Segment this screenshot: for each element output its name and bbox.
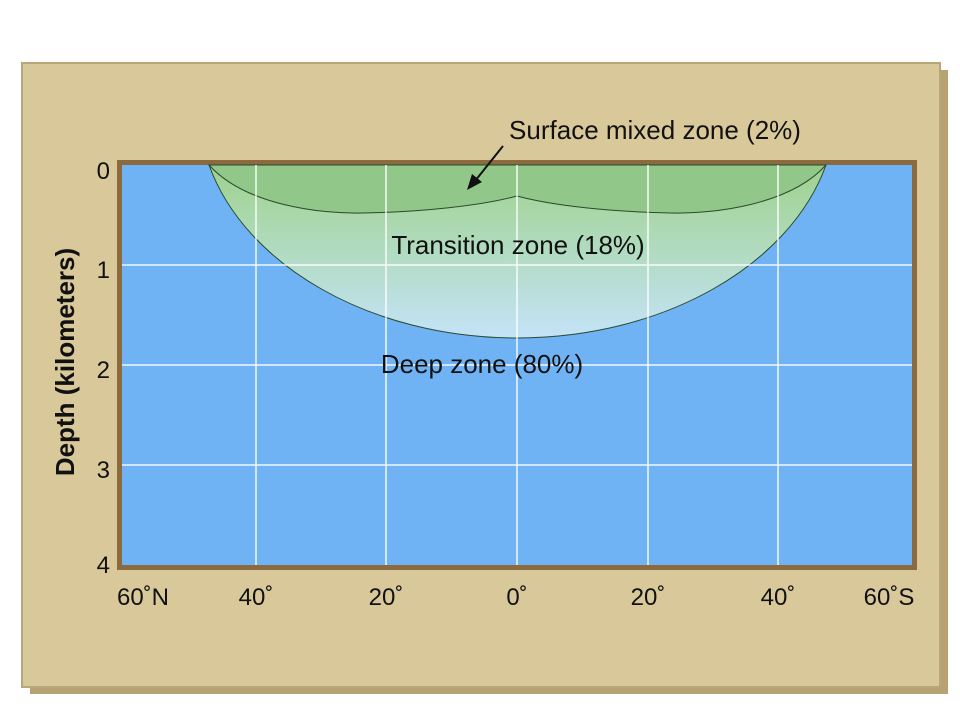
x-tick-label: 0˚ <box>506 584 527 611</box>
transition-zone-label: Transition zone (18%) <box>391 230 644 260</box>
grid <box>122 165 912 565</box>
y-axis-label: Depth (kilometers) <box>50 248 80 476</box>
y-tick-label: 2 <box>97 357 110 384</box>
y-tick-label: 0 <box>97 158 110 185</box>
y-tick-label: 4 <box>97 552 110 579</box>
surface-zone-label: Surface mixed zone (2%) <box>509 115 801 145</box>
x-tick-label: 40˚ <box>761 584 796 611</box>
x-tick-label: 40˚ <box>239 584 274 611</box>
x-tick-label: 60˚N <box>117 584 169 611</box>
x-tick-labels: 60˚N 40˚ 20˚ 0˚ 20˚ 40˚ 60˚S <box>117 584 914 611</box>
surface-zone-pointer-arrow <box>467 145 504 190</box>
y-tick-labels: 0 1 2 3 4 <box>97 158 110 579</box>
y-tick-label: 1 <box>97 257 110 284</box>
deep-zone-label: Deep zone (80%) <box>381 349 583 379</box>
x-tick-label: 60˚S <box>864 584 915 611</box>
y-tick-label: 3 <box>97 457 110 484</box>
x-tick-label: 20˚ <box>369 584 404 611</box>
x-tick-label: 20˚ <box>631 584 666 611</box>
